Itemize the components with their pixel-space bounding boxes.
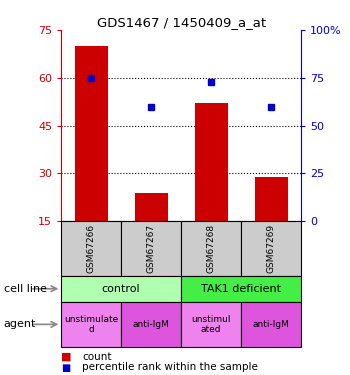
Bar bbox=[61, 221, 121, 276]
Bar bbox=[181, 276, 301, 302]
Bar bbox=[254, 177, 287, 221]
Bar bbox=[121, 221, 181, 276]
Bar bbox=[61, 302, 121, 347]
Text: GSM67268: GSM67268 bbox=[206, 224, 216, 273]
Text: GSM67269: GSM67269 bbox=[267, 224, 275, 273]
Bar bbox=[75, 46, 108, 221]
Text: percentile rank within the sample: percentile rank within the sample bbox=[82, 363, 258, 372]
Text: unstimulate
d: unstimulate d bbox=[64, 315, 118, 334]
Bar bbox=[121, 302, 181, 347]
Bar bbox=[241, 221, 301, 276]
Text: ■: ■ bbox=[61, 363, 70, 372]
Text: anti-IgM: anti-IgM bbox=[253, 320, 289, 329]
Text: cell line: cell line bbox=[4, 284, 47, 294]
Bar bbox=[61, 276, 181, 302]
Bar bbox=[195, 104, 228, 221]
Text: unstimul
ated: unstimul ated bbox=[191, 315, 231, 334]
Text: TAK1 deficient: TAK1 deficient bbox=[201, 284, 281, 294]
Text: ■: ■ bbox=[61, 352, 72, 362]
Text: agent: agent bbox=[4, 320, 36, 329]
Bar bbox=[241, 302, 301, 347]
Bar bbox=[181, 302, 241, 347]
Bar bbox=[181, 221, 241, 276]
Text: GSM67267: GSM67267 bbox=[147, 224, 156, 273]
Title: GDS1467 / 1450409_a_at: GDS1467 / 1450409_a_at bbox=[97, 16, 266, 29]
Bar bbox=[135, 193, 168, 221]
Text: anti-IgM: anti-IgM bbox=[133, 320, 170, 329]
Text: GSM67266: GSM67266 bbox=[87, 224, 96, 273]
Text: control: control bbox=[102, 284, 140, 294]
Text: count: count bbox=[82, 352, 112, 362]
